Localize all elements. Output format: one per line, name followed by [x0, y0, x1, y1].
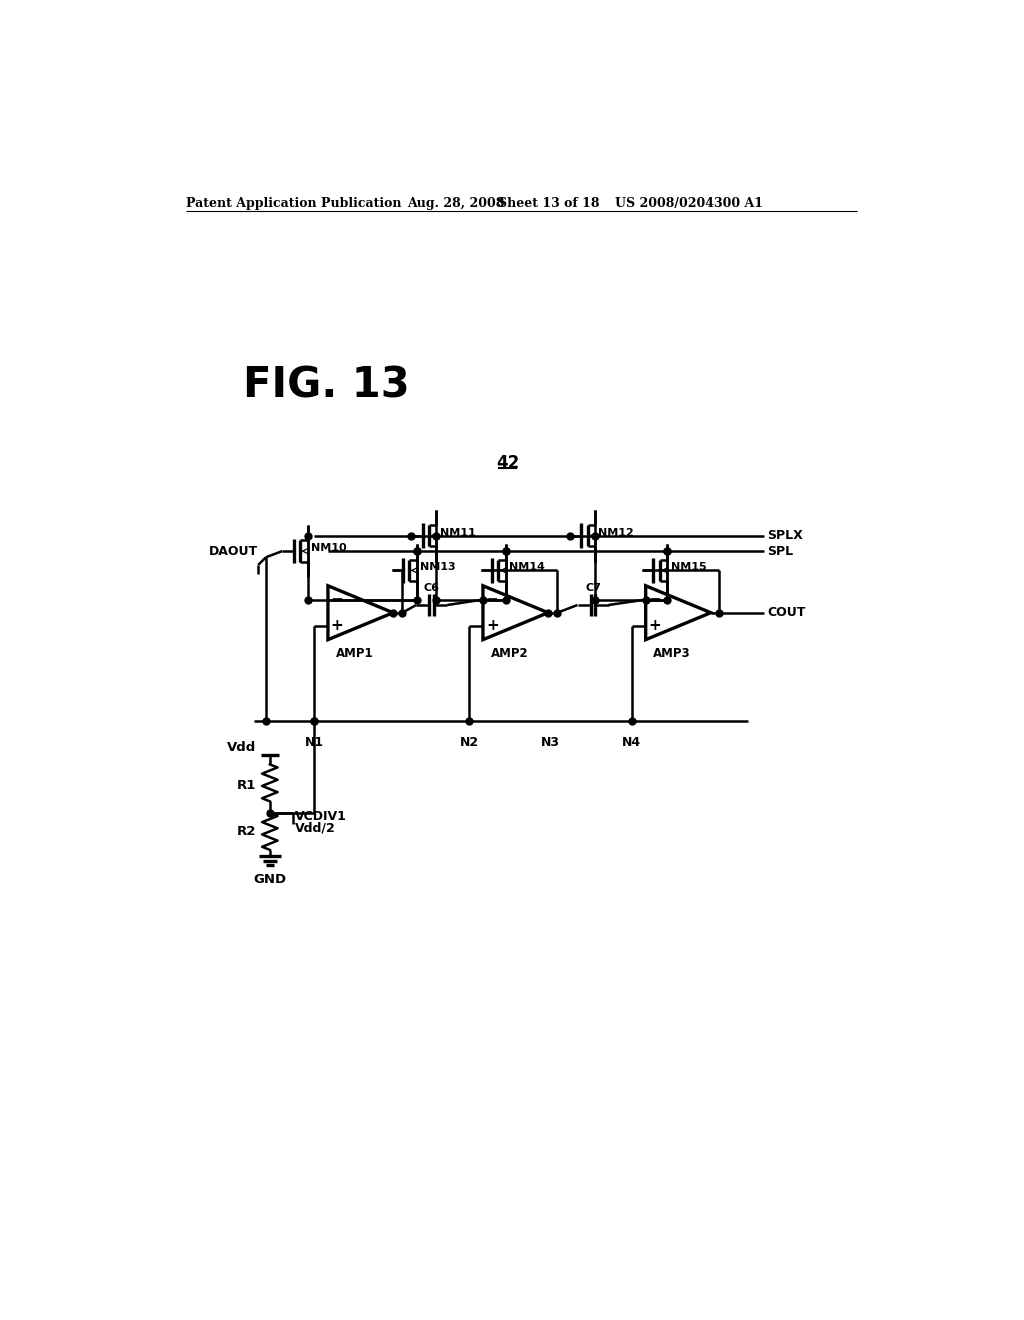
Text: VCDIV1: VCDIV1	[295, 810, 347, 824]
Text: FIG. 13: FIG. 13	[243, 364, 410, 407]
Text: NM13: NM13	[420, 562, 456, 573]
Text: Vdd: Vdd	[226, 741, 256, 754]
Text: NM14: NM14	[509, 562, 545, 573]
Text: NM15: NM15	[671, 562, 707, 573]
Text: GND: GND	[253, 873, 287, 886]
Text: N1: N1	[304, 735, 324, 748]
Text: Vdd/2: Vdd/2	[295, 822, 336, 834]
Text: C7: C7	[585, 583, 601, 593]
Text: SPL: SPL	[767, 545, 794, 557]
Text: +: +	[331, 618, 344, 634]
Text: R2: R2	[237, 825, 256, 838]
Text: R1: R1	[237, 779, 256, 792]
Text: NM11: NM11	[439, 528, 475, 537]
Text: DAOUT: DAOUT	[209, 545, 258, 557]
Text: SPLX: SPLX	[767, 529, 803, 543]
Text: Aug. 28, 2008: Aug. 28, 2008	[407, 197, 505, 210]
Text: NM10: NM10	[311, 543, 346, 553]
Text: −: −	[648, 593, 662, 607]
Text: −: −	[331, 593, 344, 607]
Text: N4: N4	[623, 735, 641, 748]
Text: Patent Application Publication: Patent Application Publication	[186, 197, 401, 210]
Text: N3: N3	[541, 735, 560, 748]
Text: 42: 42	[496, 454, 519, 471]
Text: US 2008/0204300 A1: US 2008/0204300 A1	[614, 197, 763, 210]
Text: N2: N2	[460, 735, 478, 748]
Text: AMP3: AMP3	[653, 647, 691, 660]
Text: +: +	[648, 618, 662, 634]
Text: C6: C6	[424, 583, 439, 593]
Text: −: −	[485, 593, 499, 607]
Text: AMP1: AMP1	[336, 647, 373, 660]
Text: COUT: COUT	[767, 606, 806, 619]
Text: Sheet 13 of 18: Sheet 13 of 18	[499, 197, 600, 210]
Text: AMP2: AMP2	[490, 647, 528, 660]
Text: NM12: NM12	[598, 528, 634, 537]
Text: +: +	[485, 618, 499, 634]
